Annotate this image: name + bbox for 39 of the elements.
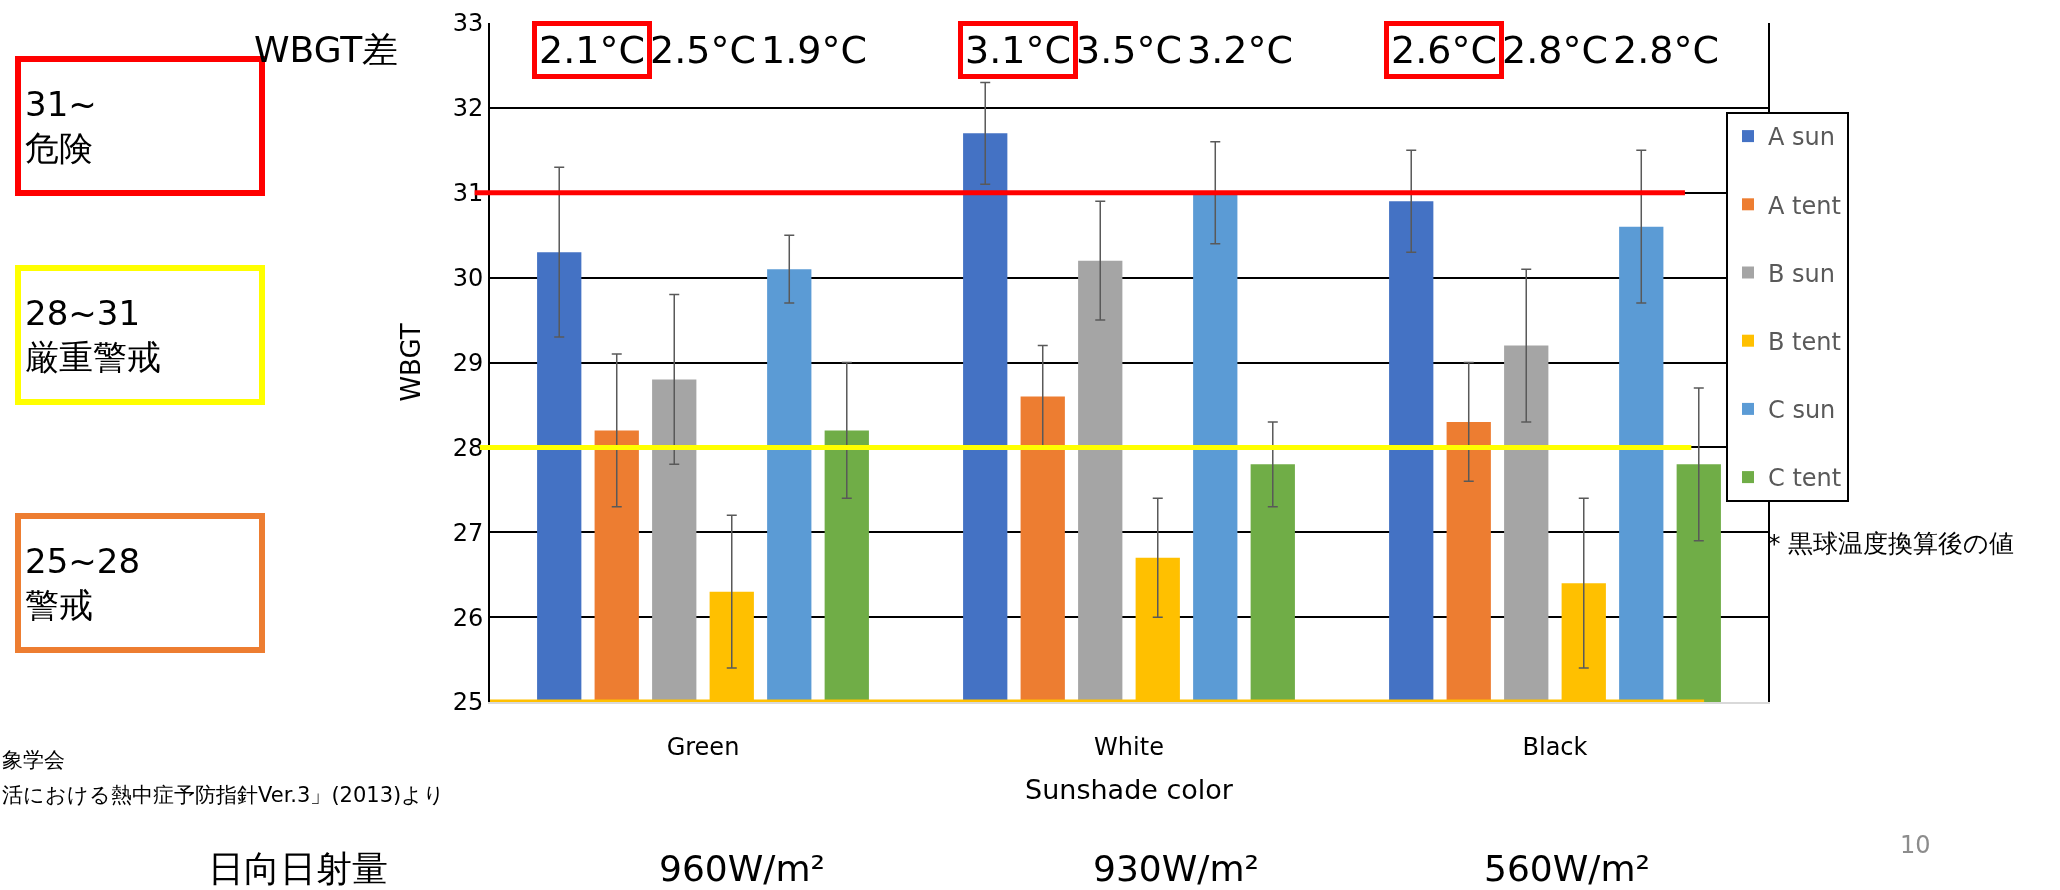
text: WBGT差: [254, 29, 399, 70]
legend-label: A sun: [1768, 123, 1835, 152]
y-tick-label: 28: [452, 433, 484, 462]
annotation: 3.1°C: [965, 28, 1071, 72]
text: 560W/m²: [1484, 848, 1650, 889]
y-tick-label: 29: [452, 348, 484, 377]
text: 960W/m²: [659, 848, 825, 889]
y-axis-title: WBGT: [395, 323, 426, 402]
text: 象学会: [2, 748, 65, 772]
legend-label: A tent: [1768, 191, 1841, 220]
annotation: 2.6°C: [1391, 28, 1497, 72]
y-tick-label: 30: [452, 264, 484, 293]
annotation: 2.8°C: [1613, 28, 1719, 72]
annotation: 2.1°C: [539, 28, 645, 72]
legend-label: C tent: [1768, 464, 1842, 493]
text: 25~28 警戒: [25, 540, 141, 626]
x-tick-label: Green: [666, 732, 740, 761]
legend-label: B tent: [1768, 328, 1841, 357]
x-tick-label: White: [1094, 732, 1164, 761]
annotation: 3.2°C: [1187, 28, 1293, 72]
y-tick-label: 27: [452, 518, 484, 547]
annotation: 2.5°C: [650, 28, 756, 72]
text: 31~ 危険: [25, 83, 97, 169]
y-tick-label: 25: [452, 688, 484, 717]
x-axis-title: Sunshade color: [1025, 773, 1234, 805]
legend-label: C sun: [1768, 396, 1836, 425]
y-tick-label: 32: [452, 94, 484, 123]
text: 930W/m²: [1093, 848, 1259, 889]
legend-label: B sun: [1768, 259, 1836, 288]
x-tick-label: Black: [1522, 732, 1588, 761]
y-tick-label: 33: [452, 9, 484, 38]
text: 28~31 厳重警戒: [25, 292, 161, 378]
annotation: 2.8°C: [1502, 28, 1608, 72]
annotation: 3.5°C: [1076, 28, 1182, 72]
y-tick-label: 26: [452, 603, 484, 632]
annotation: 1.9°C: [761, 28, 867, 72]
text: 10: [1900, 831, 1931, 859]
text: 日向日射量: [208, 848, 388, 889]
text: 活における熱中症予防指針Ver.3」(2013)より: [2, 783, 446, 807]
